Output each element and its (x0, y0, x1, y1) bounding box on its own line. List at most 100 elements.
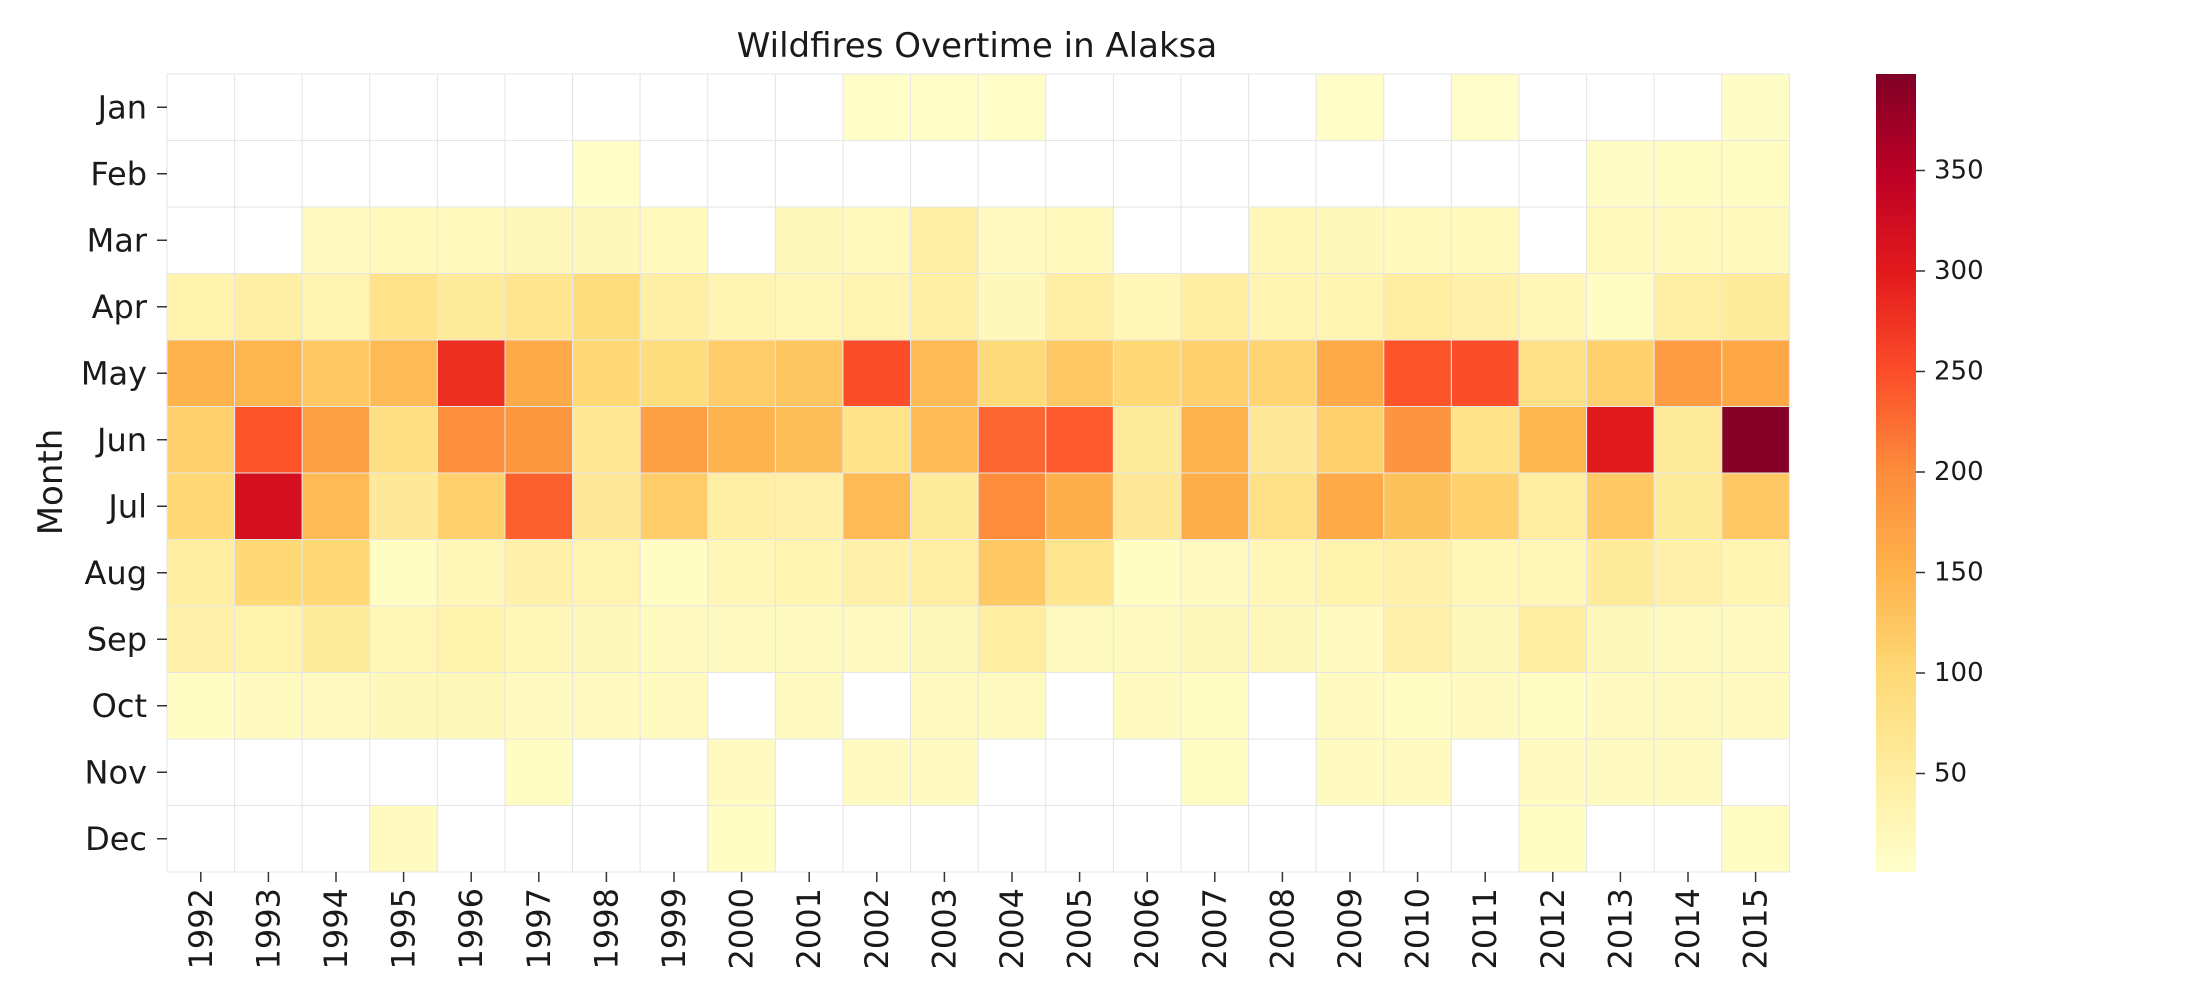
heatmap-cell-Feb-2000 (707, 140, 776, 208)
x-tick-label-2002: 2002 (858, 888, 896, 969)
y-axis: Jan Feb Mar Apr May Jun Jul Aug Sep Oct Nov Dec (81, 88, 167, 858)
heatmap-cell-Oct-1992 (166, 672, 236, 740)
x-tick-label-1992: 1992 (182, 888, 220, 969)
heatmap-cell-Oct-1994 (301, 672, 371, 740)
heatmap-cell-Sep-2013 (1586, 605, 1655, 673)
heatmap-cell-Jan-2006 (1112, 73, 1182, 141)
heatmap-cell-Feb-2012 (1518, 140, 1588, 208)
heatmap-cell-Aug-2005 (1045, 539, 1114, 607)
heatmap-cell-Jul-2011 (1450, 472, 1520, 540)
heatmap-cell-Feb-2002 (842, 140, 912, 208)
heatmap-cell-Nov-2012 (1518, 738, 1588, 806)
heatmap-cell-Jul-1997 (504, 472, 574, 540)
heatmap-cell-Mar-2000 (707, 206, 776, 274)
heatmap-cell-Mar-2013 (1586, 206, 1655, 274)
heatmap-cells (166, 73, 1790, 873)
heatmap-cell-Aug-2009 (1315, 539, 1385, 607)
heatmap-cell-Apr-1994 (301, 273, 371, 341)
x-tick-label-2011: 2011 (1466, 888, 1504, 969)
heatmap-cell-Apr-2000 (707, 273, 776, 341)
x-tick-label-2000: 2000 (723, 888, 761, 969)
heatmap-cell-Mar-2006 (1112, 206, 1182, 274)
heatmap-cell-Feb-2011 (1450, 140, 1520, 208)
x-tick-label-2006: 2006 (1128, 888, 1166, 969)
heatmap-cell-Nov-1995 (369, 738, 438, 806)
heatmap-cell-Jan-2007 (1180, 73, 1250, 141)
heatmap-cell-May-2007 (1180, 339, 1250, 407)
heatmap-cell-Jul-1996 (436, 472, 506, 540)
heatmap-cell-Sep-1992 (166, 605, 236, 673)
heatmap-cell-Jun-2012 (1518, 406, 1588, 474)
heatmap-cell-Jan-2015 (1721, 73, 1790, 141)
heatmap-cell-Nov-1997 (504, 738, 574, 806)
heatmap-cell-Jul-2008 (1248, 472, 1317, 540)
heatmap-cell-Dec-1999 (639, 805, 709, 873)
heatmap-cell-Jun-2009 (1315, 406, 1385, 474)
heatmap-cell-Nov-2007 (1180, 738, 1250, 806)
heatmap-cell-Nov-2011 (1450, 738, 1520, 806)
heatmap-cell-Dec-2003 (910, 805, 979, 873)
heatmap-cell-Jun-2013 (1586, 406, 1655, 474)
colorbar-tick-label: 350 (1934, 155, 1984, 185)
heatmap-cell-Aug-2004 (977, 539, 1047, 607)
heatmap-cell-Apr-2003 (910, 273, 979, 341)
heatmap-cell-Jul-2007 (1180, 472, 1250, 540)
heatmap-cell-Jul-2004 (977, 472, 1047, 540)
heatmap-cell-Mar-1996 (436, 206, 506, 274)
heatmap-cell-Feb-1997 (504, 140, 574, 208)
heatmap-cell-Jul-1994 (301, 472, 371, 540)
heatmap-cell-Sep-2010 (1383, 605, 1452, 673)
heatmap-cell-Oct-2001 (774, 672, 844, 740)
heatmap-cell-Apr-2008 (1248, 273, 1317, 341)
heatmap-cell-May-2002 (842, 339, 912, 407)
heatmap-cell-Nov-1994 (301, 738, 371, 806)
heatmap-cell-Dec-2009 (1315, 805, 1385, 873)
heatmap-cell-May-2003 (910, 339, 979, 407)
heatmap-cell-Sep-1994 (301, 605, 371, 673)
heatmap-cell-Dec-1994 (301, 805, 371, 873)
heatmap-cell-Aug-1996 (436, 539, 506, 607)
heatmap-cell-Dec-2008 (1248, 805, 1317, 873)
heatmap-cell-Apr-1993 (234, 273, 303, 341)
heatmap-cell-Jul-1998 (572, 472, 641, 540)
heatmap-cell-Jan-2011 (1450, 73, 1520, 141)
colorbar-gradient (1876, 74, 1916, 872)
heatmap-cell-Nov-1993 (234, 738, 303, 806)
heatmap-cell-Nov-2014 (1653, 738, 1723, 806)
heatmap-cell-Aug-1999 (639, 539, 709, 607)
heatmap-cell-May-1994 (301, 339, 371, 407)
heatmap-cell-Aug-1995 (369, 539, 438, 607)
heatmap-cell-Aug-2015 (1721, 539, 1790, 607)
heatmap-cell-Apr-2006 (1112, 273, 1182, 341)
heatmap-cell-Jan-2009 (1315, 73, 1385, 141)
heatmap-cell-Jul-2009 (1315, 472, 1385, 540)
heatmap-cell-Dec-2013 (1586, 805, 1655, 873)
x-tick-label-2001: 2001 (790, 888, 828, 969)
heatmap-cell-Jul-2000 (707, 472, 776, 540)
heatmap-cell-Oct-2012 (1518, 672, 1588, 740)
heatmap-cell-Apr-2014 (1653, 273, 1723, 341)
heatmap-cell-Feb-2004 (977, 140, 1047, 208)
heatmap-cell-Dec-1997 (504, 805, 574, 873)
heatmap-cell-Nov-1998 (572, 738, 641, 806)
heatmap-cell-Jul-2001 (774, 472, 844, 540)
heatmap-cell-Jun-1993 (234, 406, 303, 474)
heatmap-cell-Sep-1995 (369, 605, 438, 673)
heatmap-cell-May-2000 (707, 339, 776, 407)
heatmap-cell-Aug-2003 (910, 539, 979, 607)
heatmap-cell-May-1999 (639, 339, 709, 407)
heatmap-cell-Sep-2008 (1248, 605, 1317, 673)
heatmap-cell-Oct-2010 (1383, 672, 1452, 740)
y-tick-label-Dec: Dec (85, 820, 147, 858)
heatmap-cell-May-2008 (1248, 339, 1317, 407)
heatmap-cell-Jan-2010 (1383, 73, 1452, 141)
heatmap-cell-Oct-2015 (1721, 672, 1790, 740)
heatmap-cell-Sep-2009 (1315, 605, 1385, 673)
heatmap-cell-Sep-2011 (1450, 605, 1520, 673)
heatmap-cell-Jun-2005 (1045, 406, 1114, 474)
heatmap-cell-Jan-1994 (301, 73, 371, 141)
heatmap-cell-Feb-2006 (1112, 140, 1182, 208)
heatmap-cell-Sep-2007 (1180, 605, 1250, 673)
heatmap-cell-Nov-2009 (1315, 738, 1385, 806)
